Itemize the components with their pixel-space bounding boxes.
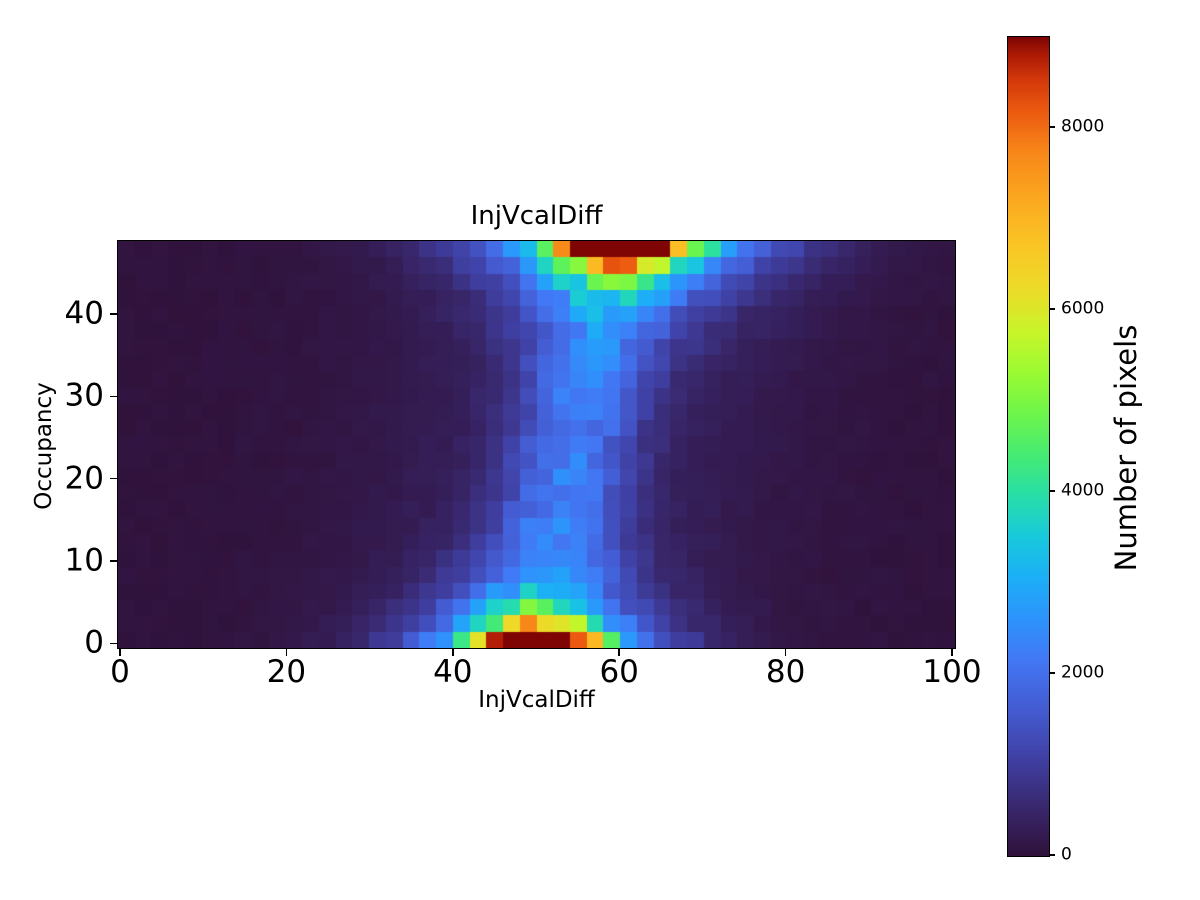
x-tick-label: 40: [433, 654, 473, 690]
x-axis-label: InjVcalDiff: [478, 687, 595, 713]
tick-mark: [110, 313, 117, 315]
tick-mark: [119, 649, 121, 656]
tick-mark: [784, 649, 787, 656]
colorbar-tick-label: 6000: [1061, 298, 1105, 319]
tick-mark: [110, 560, 117, 562]
tick-mark: [110, 642, 117, 645]
y-tick-label: 40: [64, 295, 104, 332]
tick-mark: [1049, 490, 1055, 492]
tick-mark: [1049, 308, 1055, 310]
y-tick-label: 0: [84, 624, 104, 661]
tick-mark: [618, 649, 620, 656]
heatmap-canvas: [117, 240, 956, 649]
y-axis-label: Occupancy: [31, 382, 57, 510]
plot-title: InjVcalDiff: [470, 201, 603, 231]
tick-mark: [1049, 126, 1055, 128]
y-tick-label: 20: [64, 460, 104, 497]
x-tick-label: 0: [110, 654, 130, 690]
colorbar-tick-label: 8000: [1061, 116, 1105, 137]
tick-mark: [110, 477, 117, 480]
tick-mark: [452, 649, 454, 656]
tick-mark: [1049, 854, 1055, 856]
y-tick-label: 30: [64, 377, 104, 414]
x-tick-label: 80: [765, 654, 806, 690]
x-tick-label: 100: [922, 654, 982, 690]
colorbar-label: Number of pixels: [1109, 324, 1143, 572]
y-tick-label: 10: [64, 542, 104, 579]
tick-mark: [285, 649, 288, 656]
colorbar-tick-label: 2000: [1061, 662, 1105, 683]
colorbar-canvas: [1007, 36, 1050, 857]
colorbar-tick-label: 4000: [1061, 480, 1105, 501]
x-tick-label: 60: [599, 654, 639, 690]
tick-mark: [1049, 672, 1055, 674]
tick-mark: [951, 649, 953, 656]
tick-mark: [110, 395, 117, 398]
colorbar-tick-label: 0: [1061, 844, 1072, 865]
x-tick-label: 20: [266, 654, 307, 690]
